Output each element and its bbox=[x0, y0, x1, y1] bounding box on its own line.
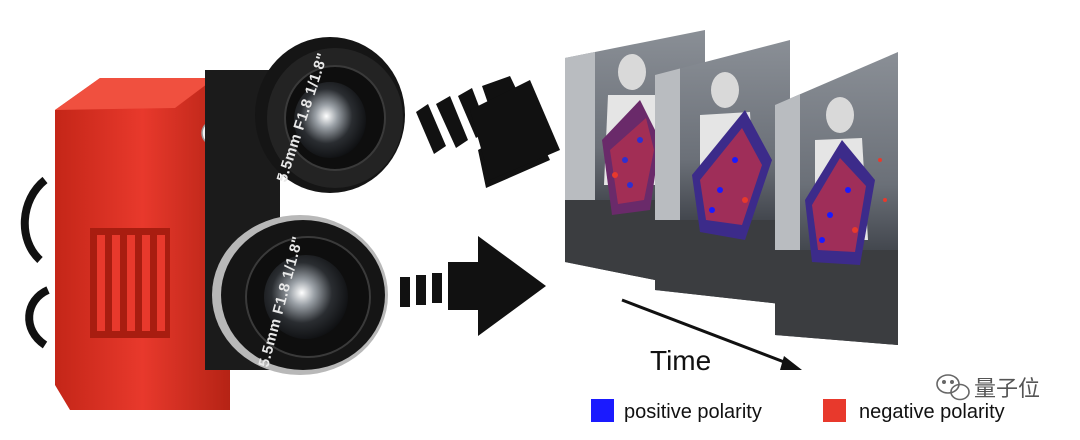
vent-grille bbox=[90, 228, 170, 338]
wechat-icon bbox=[936, 374, 970, 401]
bottom-lens: 5.5mm F1.8 1/1.8" bbox=[212, 215, 388, 375]
time-arrow-line bbox=[621, 298, 793, 367]
negative-polarity-swatch bbox=[823, 399, 846, 422]
top-arrow bbox=[416, 76, 560, 188]
top-lens: 5.5mm F1.8 1/1.8" bbox=[255, 37, 405, 193]
frame-2 bbox=[655, 40, 790, 305]
event-camera: 5.5mm F1.8 1/1.8" 5.5mm F1.8 1/1.8" bbox=[20, 37, 405, 410]
frame-3 bbox=[775, 52, 898, 345]
time-label: Time bbox=[650, 345, 711, 376]
time-arrow-head bbox=[780, 356, 802, 370]
positive-polarity-label: positive polarity bbox=[624, 401, 762, 423]
positive-polarity-swatch bbox=[591, 399, 614, 422]
event-frames bbox=[565, 30, 898, 345]
negative-polarity-label: negative polarity bbox=[859, 401, 1005, 423]
bottom-arrow bbox=[400, 236, 546, 336]
watermark: 量子位 bbox=[936, 374, 1040, 402]
time-axis: Time bbox=[621, 298, 802, 376]
legend: positive polarity negative polarity bbox=[591, 399, 1005, 423]
watermark-text: 量子位 bbox=[974, 377, 1040, 402]
